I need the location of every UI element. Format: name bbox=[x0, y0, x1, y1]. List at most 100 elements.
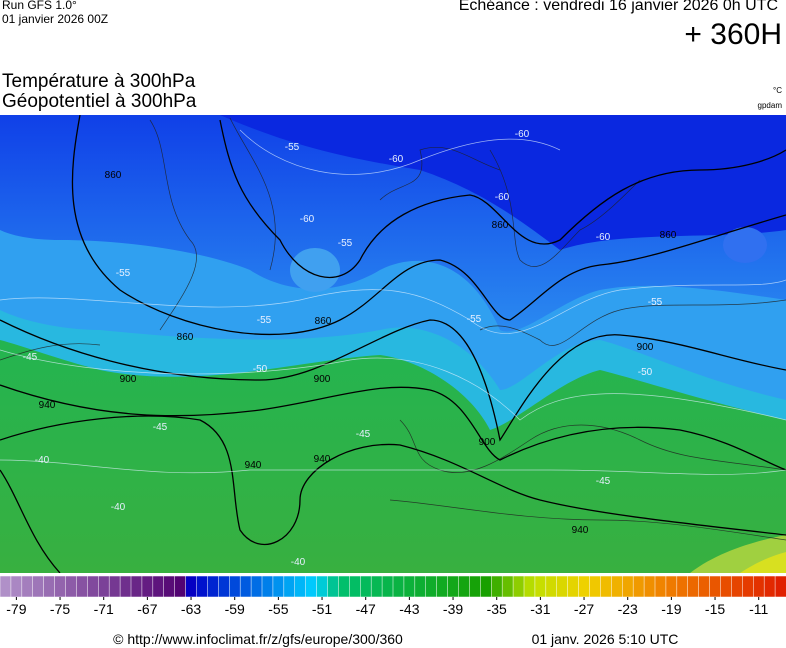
colorbar-swatch bbox=[294, 575, 307, 598]
colorbar-tick-label: -59 bbox=[225, 601, 245, 617]
unit: °C bbox=[773, 86, 782, 95]
colorbar-swatch bbox=[250, 575, 263, 598]
colorbar-swatch bbox=[261, 575, 274, 598]
colorbar-swatch bbox=[731, 575, 743, 598]
geopotential-label: 940 bbox=[39, 400, 56, 411]
colorbar-tick-label: -43 bbox=[399, 601, 419, 617]
colorbar-swatch bbox=[0, 575, 12, 598]
valid-time: Echéance : vendredi 16 janvier 2026 0h U… bbox=[458, 0, 778, 14]
geopotential-label: 900 bbox=[314, 374, 331, 385]
colorbar-swatch bbox=[392, 575, 405, 598]
colorbar-swatch bbox=[665, 575, 678, 598]
temperature-label: -60 bbox=[495, 192, 510, 203]
colorbar-swatch bbox=[589, 575, 601, 598]
colorbar-tick-label: -27 bbox=[574, 601, 594, 617]
geopotential-label: 940 bbox=[314, 454, 331, 465]
colorbar-swatch bbox=[196, 575, 208, 598]
colorbar-swatch bbox=[425, 575, 438, 598]
colorbar-swatch bbox=[316, 575, 329, 598]
colorbar-swatch bbox=[458, 575, 470, 598]
run: Run GFS 1.0° bbox=[2, 0, 77, 12]
colorbar-swatch bbox=[698, 575, 711, 598]
colorbar-swatch bbox=[76, 575, 88, 598]
colorbar-tick-label: -55 bbox=[268, 601, 288, 617]
temperature-label: -55 bbox=[648, 297, 663, 308]
geopotential-label: 860 bbox=[315, 316, 332, 327]
colorbar-swatch bbox=[763, 575, 776, 598]
colorbar-swatch bbox=[163, 575, 176, 598]
map-field bbox=[0, 115, 786, 573]
colorbar-swatch bbox=[21, 575, 34, 598]
geopotential-label: 860 bbox=[105, 170, 122, 181]
colorbar-swatch bbox=[578, 575, 591, 598]
temperature-label: -45 bbox=[596, 476, 611, 487]
colorbar-swatch bbox=[108, 575, 121, 598]
colorbar-swatch bbox=[218, 575, 230, 598]
temperature-label: -60 bbox=[300, 214, 315, 225]
temperature-label: -40 bbox=[35, 455, 50, 466]
colorbar-swatch bbox=[360, 575, 372, 598]
geopotential-label: 860 bbox=[177, 332, 194, 343]
colorbar-tick-label: -75 bbox=[50, 601, 70, 617]
temperature-label: -60 bbox=[389, 154, 404, 165]
temperature-label: -55 bbox=[285, 142, 300, 153]
colorbar-swatch bbox=[305, 575, 318, 598]
colorbar-swatch bbox=[600, 575, 612, 598]
colorbar-swatch bbox=[622, 575, 634, 598]
colorbar-swatch bbox=[545, 575, 558, 598]
geopotential-label: 900 bbox=[120, 374, 137, 385]
temperature-label: -60 bbox=[596, 232, 611, 243]
colorbar-tick-label: -15 bbox=[705, 601, 725, 617]
temperature-label: -50 bbox=[253, 364, 268, 375]
colorbar-swatch bbox=[523, 575, 536, 598]
geopotential-label: 900 bbox=[479, 437, 496, 448]
colorbar-swatch bbox=[501, 575, 514, 598]
colorbar-swatch bbox=[349, 575, 361, 598]
colorbar-swatch bbox=[491, 575, 503, 598]
colorbar-swatch bbox=[753, 575, 765, 598]
colorbar-swatch bbox=[447, 575, 460, 598]
colorbar-swatch bbox=[632, 575, 645, 598]
temperature-label: -45 bbox=[356, 429, 371, 440]
colorbar-swatch bbox=[403, 575, 416, 598]
colorbar-tick-label: -67 bbox=[137, 601, 157, 617]
title: Géopotentiel à 300hPa bbox=[2, 91, 197, 112]
colorbar: -79 -75 -71 -67 -63 -59 -55 -51 -47 -43 -39 -35 -31 -… bbox=[0, 575, 786, 617]
colorbar-swatch bbox=[239, 575, 252, 598]
lead-time: + 360H bbox=[684, 18, 782, 51]
geopotential-label: 940 bbox=[245, 460, 262, 471]
colorbar-swatch bbox=[436, 575, 449, 598]
colorbar-swatch bbox=[185, 575, 198, 598]
temperature-label: -55 bbox=[338, 238, 353, 249]
colorbar-swatch bbox=[10, 575, 23, 598]
temperature-label: -45 bbox=[23, 352, 38, 363]
colorbar-swatch bbox=[742, 575, 754, 598]
colorbar-tick-label: -19 bbox=[661, 601, 681, 617]
colorbar-swatch bbox=[207, 575, 219, 598]
colorbar-swatch bbox=[370, 575, 383, 598]
colorbar-swatch bbox=[87, 575, 99, 598]
colorbar-swatch bbox=[338, 575, 350, 598]
colorbar-swatch bbox=[119, 575, 132, 598]
temperature-label: -40 bbox=[291, 557, 306, 568]
colorbar-swatch bbox=[54, 575, 67, 598]
colorbar-swatch bbox=[567, 575, 580, 598]
colorbar-tick-label: -71 bbox=[94, 601, 114, 617]
colorbar-swatch bbox=[381, 575, 394, 598]
footer-source: © http://www.infoclimat.fr/z/gfs/europe/… bbox=[113, 631, 403, 647]
colorbar-tick-label: -63 bbox=[181, 601, 201, 617]
geopotential-label: 940 bbox=[572, 525, 589, 536]
colorbar-swatch bbox=[65, 575, 77, 598]
colorbar-tick-label: -11 bbox=[749, 601, 768, 617]
colorbar-swatch bbox=[687, 575, 700, 598]
temperature-label: -55 bbox=[257, 315, 272, 326]
colorbar-swatch bbox=[327, 575, 339, 598]
temperature-label: -55 bbox=[467, 314, 482, 325]
temperature-label: -40 bbox=[111, 502, 126, 513]
temperature-label: -45 bbox=[153, 422, 168, 433]
colorbar-tick-label: -39 bbox=[443, 601, 463, 617]
colorbar-tick-label: -47 bbox=[356, 601, 376, 617]
footer-generated: 01 janv. 2026 5:10 UTC bbox=[532, 631, 679, 647]
colorbar-swatch bbox=[534, 575, 547, 598]
